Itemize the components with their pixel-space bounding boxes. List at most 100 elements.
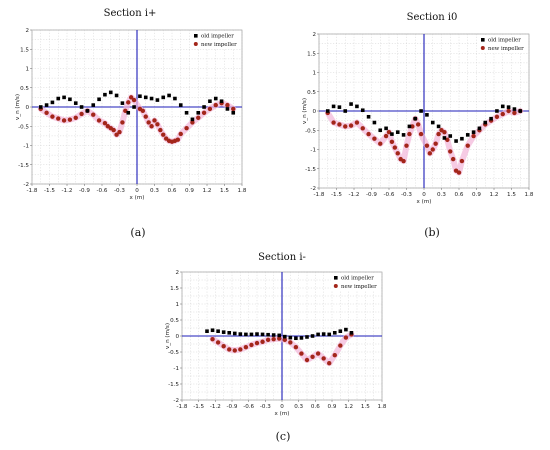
new-impeller-point bbox=[126, 100, 131, 105]
y-tick-label: 1 bbox=[312, 71, 316, 77]
new-impeller-point bbox=[143, 114, 148, 119]
x-tick-label: 1.8 bbox=[238, 188, 247, 194]
legend-box bbox=[478, 35, 528, 53]
old-impeller-point bbox=[108, 90, 113, 95]
new-impeller-point bbox=[372, 136, 377, 141]
new-impeller-point bbox=[231, 106, 236, 112]
x-tick-label: 1.2 bbox=[490, 192, 499, 198]
legend-new-marker bbox=[193, 42, 198, 46]
new-impeller-point bbox=[184, 125, 189, 131]
new-impeller-point bbox=[386, 129, 392, 135]
old-impeller-point bbox=[500, 104, 505, 109]
y-tick-label: -0.5 bbox=[168, 350, 179, 356]
y-tick-label: 1.5 bbox=[20, 47, 29, 53]
old-impeller-point bbox=[344, 327, 348, 332]
new-impeller-point bbox=[213, 102, 218, 108]
old-impeller-point bbox=[378, 128, 383, 133]
new-impeller-point bbox=[221, 344, 226, 349]
old-impeller-point bbox=[454, 139, 458, 143]
old-impeller-point bbox=[255, 332, 259, 336]
old-impeller-point bbox=[316, 332, 320, 337]
x-tick-label: 0 bbox=[280, 404, 284, 410]
x-tick-label: -0.9 bbox=[227, 404, 238, 410]
x-tick-label: -1.8 bbox=[314, 192, 325, 198]
x-tick-label: 1.8 bbox=[525, 192, 534, 198]
old-impeller-point bbox=[231, 110, 236, 115]
new-impeller-point bbox=[450, 156, 456, 162]
new-impeller-point bbox=[310, 354, 315, 359]
new-impeller-point bbox=[424, 143, 430, 148]
chart-title: Section i+ bbox=[103, 8, 157, 19]
old-impeller-point bbox=[249, 332, 254, 337]
old-impeller-point bbox=[173, 96, 177, 101]
y-tick-label: -1 bbox=[173, 366, 179, 372]
x-tick-label: 0.6 bbox=[168, 188, 177, 194]
x-tick-label: 0.9 bbox=[185, 188, 194, 194]
old-impeller-point bbox=[138, 94, 142, 99]
new-impeller-point bbox=[415, 122, 421, 127]
new-impeller-point bbox=[254, 340, 260, 346]
legend-new-marker bbox=[333, 284, 338, 288]
old-impeller-point bbox=[349, 331, 354, 335]
new-impeller-point bbox=[178, 131, 183, 137]
chart-panel-b: Section i0 -1.8 -1.5 -1.2 -0.9 -0.6 -0.3 0 0.3 0… bbox=[282, 8, 544, 240]
chart-title: Section i- bbox=[258, 252, 306, 263]
scatter-chart-a: -1.8 -1.5 -1.2 -0.9 -0.6 -0.3 0 0.3 0.6 0.9 1.2 1.5… bbox=[15, 28, 247, 201]
y-tick-label: 2 bbox=[25, 28, 29, 34]
new-impeller-point bbox=[383, 133, 389, 139]
y-axis-label: v_n (m/s) bbox=[302, 98, 308, 124]
y-tick-label: 0.5 bbox=[20, 86, 29, 92]
old-impeller-point bbox=[219, 99, 224, 104]
old-impeller-point bbox=[143, 95, 148, 100]
chart-title: Section i0 bbox=[406, 12, 458, 23]
new-impeller-point bbox=[73, 115, 78, 120]
old-impeller-point bbox=[277, 333, 282, 338]
old-impeller-point bbox=[221, 330, 226, 334]
legend-new-label: new impeller bbox=[488, 46, 524, 52]
new-impeller-point bbox=[389, 139, 395, 144]
y-axis-label: v_n (m/s) bbox=[15, 94, 21, 120]
x-axis-label: x (m) bbox=[275, 411, 290, 417]
old-impeller-point bbox=[126, 110, 131, 115]
old-impeller-point bbox=[332, 331, 337, 335]
new-impeller-point bbox=[459, 158, 465, 164]
y-tick-label: 1.5 bbox=[307, 51, 316, 57]
old-impeller-point bbox=[384, 126, 388, 131]
new-impeller-point bbox=[436, 131, 441, 137]
old-impeller-point bbox=[208, 99, 212, 104]
new-impeller-point bbox=[456, 170, 462, 175]
y-tick-label: 0 bbox=[312, 109, 316, 115]
y-tick-label: 1 bbox=[25, 67, 29, 73]
new-impeller-point bbox=[175, 137, 181, 142]
new-impeller-point bbox=[79, 111, 84, 117]
new-impeller-point bbox=[445, 137, 450, 143]
new-impeller-point bbox=[315, 351, 321, 356]
new-impeller-point bbox=[265, 337, 271, 343]
old-impeller-point bbox=[227, 331, 232, 335]
x-tick-label: -1.2 bbox=[62, 188, 73, 194]
old-impeller-point bbox=[413, 116, 418, 121]
new-impeller-point bbox=[331, 120, 336, 125]
y-tick-label: -1 bbox=[23, 144, 29, 150]
x-tick-label: 0 bbox=[422, 192, 426, 198]
new-impeller-point bbox=[404, 143, 409, 148]
old-impeller-point bbox=[114, 93, 119, 98]
new-impeller-point bbox=[131, 97, 137, 103]
new-impeller-point bbox=[120, 120, 125, 125]
y-tick-label: 1 bbox=[175, 302, 179, 308]
new-impeller-point bbox=[442, 129, 447, 135]
new-impeller-point bbox=[56, 116, 61, 121]
new-impeller-point bbox=[67, 117, 73, 122]
new-impeller-point bbox=[500, 111, 505, 117]
legend-old-marker bbox=[334, 276, 338, 280]
new-impeller-point bbox=[102, 120, 108, 126]
old-impeller-point bbox=[366, 114, 371, 119]
new-impeller-point bbox=[433, 141, 438, 146]
legend-box bbox=[191, 31, 241, 49]
new-impeller-point bbox=[338, 343, 343, 348]
y-tick-label: -1 bbox=[310, 148, 316, 154]
new-impeller-point bbox=[378, 141, 383, 146]
old-impeller-point bbox=[178, 103, 183, 107]
new-impeller-point bbox=[354, 120, 360, 125]
x-tick-label: -1.8 bbox=[177, 404, 188, 410]
